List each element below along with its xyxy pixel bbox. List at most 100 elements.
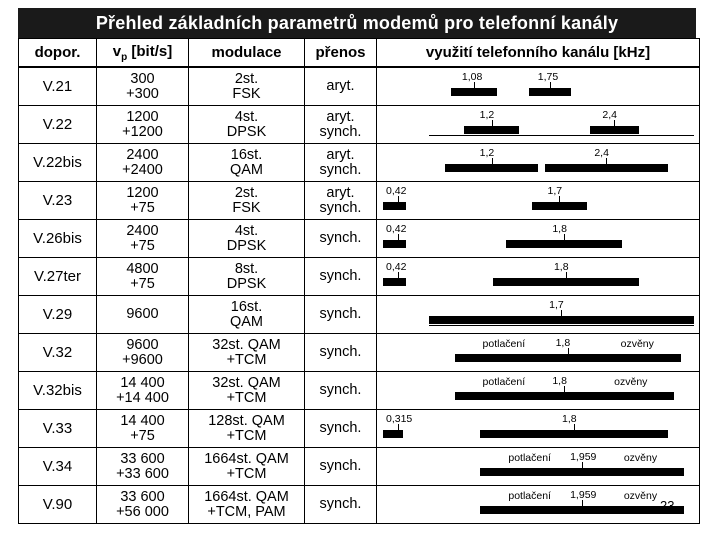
modulation-cell: 1664st. QAM +TCM <box>188 447 305 486</box>
frequency-tick <box>582 462 584 468</box>
table-row: V.22 1200 +1200 4st. DPSK aryt. synch. 1,2 2,4 <box>18 105 700 144</box>
frequency-tick <box>614 120 616 126</box>
modulation-cell: 1664st. QAM +TCM, PAM <box>188 485 305 524</box>
transmission-line-2: synch. <box>319 199 362 216</box>
recommendation-cell: V.32 <box>18 333 97 372</box>
channel-band-bar <box>451 88 497 96</box>
speed-line-1: 33 600 <box>120 488 165 505</box>
speed-line-1: 1200 <box>126 108 159 125</box>
modulation-line-2: +TCM, PAM <box>207 503 286 520</box>
speed-line-1: 14 400 <box>120 412 165 429</box>
modulation-line-1: 4st. <box>234 222 259 239</box>
header-speed-symbol: v <box>112 42 122 60</box>
channel-usage-cell: 1,8 potlačení ozvěny <box>376 333 700 372</box>
transmission-cell: aryt. <box>304 66 377 106</box>
transmission-cell: synch. <box>304 333 377 372</box>
recommendation-cell: V.21 <box>18 66 97 106</box>
frequency-tick <box>397 234 399 240</box>
modulation-line-1: 2st. <box>234 70 259 87</box>
modulation-cell: 16st. QAM <box>188 295 305 334</box>
frequency-label: 1,8 <box>553 261 569 273</box>
frequency-tick <box>549 82 551 88</box>
speed-line-1: 9600 <box>126 336 159 353</box>
speed-cell: 33 600 +56 000 <box>96 485 189 524</box>
transmission-cell: synch. <box>304 485 377 524</box>
header-recommendation: dopor. <box>18 38 97 68</box>
channel-band-bar <box>383 278 407 286</box>
frequency-tick <box>561 310 563 316</box>
transmission-line-1: synch. <box>319 496 362 512</box>
frequency-label: 1,8 <box>552 375 567 387</box>
header-modulation: modulace <box>188 38 305 68</box>
channel-usage-cell: 0,315 1,8 <box>376 409 700 448</box>
speed-line-2: +56 000 <box>116 503 169 520</box>
transmission-line-1: aryt. <box>326 108 355 125</box>
channel-band-bar <box>480 506 684 514</box>
recommendation-cell: V.27ter <box>18 257 97 296</box>
frequency-label: 0,42 <box>385 223 407 235</box>
channel-band-bar <box>454 354 681 362</box>
table-row: V.32 9600 +9600 32st. QAM +TCM synch. 1,8 potla… <box>18 333 700 372</box>
echo-cancel-label-right: ozvěny <box>623 490 658 502</box>
modulation-line-1: 16st. <box>230 298 263 315</box>
table-row: V.26bis 2400 +75 4st. DPSK synch. 0,42 1,8 <box>18 219 700 258</box>
channel-usage-cell: 1,959 potlačení ozvěny <box>376 485 700 524</box>
transmission-line-1: synch. <box>319 458 362 474</box>
modulation-line-1: 1664st. QAM <box>204 488 289 505</box>
speed-line-1: 300 <box>130 70 155 87</box>
header-transmission: přenos <box>304 38 377 68</box>
speed-line-2: +75 <box>130 275 155 292</box>
frequency-tick <box>491 120 493 126</box>
frequency-tick <box>397 424 399 430</box>
modulation-cell: 16st. QAM <box>188 143 305 182</box>
table-row: V.33 14 400 +75 128st. QAM +TCM synch. 0,315 1,… <box>18 409 700 448</box>
transmission-cell: aryt. synch. <box>304 143 377 182</box>
frequency-label: 0,42 <box>385 261 407 273</box>
echo-cancel-label-left: potlačení <box>508 490 551 502</box>
speed-line-1: 9600 <box>126 306 159 322</box>
transmission-line-1: synch. <box>319 268 362 284</box>
modulation-cell: 128st. QAM +TCM <box>188 409 305 448</box>
recommendation-cell: V.34 <box>18 447 97 486</box>
channel-band-bar <box>454 392 675 400</box>
transmission-line-1: aryt. <box>326 78 355 94</box>
transmission-line-2: synch. <box>319 123 362 140</box>
frequency-label: 2,4 <box>602 109 617 121</box>
recommendation-cell: V.90 <box>18 485 97 524</box>
frequency-label: 2,4 <box>594 147 609 159</box>
speed-line-1: 33 600 <box>120 450 165 467</box>
header-channel-usage: využití telefonního kanálu [kHz] <box>376 38 700 68</box>
modulation-line-2: DPSK <box>226 275 267 292</box>
speed-line-2: +14 400 <box>116 389 169 406</box>
modulation-line-2: +TCM <box>226 465 267 482</box>
speed-line-2: +75 <box>130 237 155 254</box>
modulation-line-2: QAM <box>229 161 264 178</box>
modem-parameters-table: dopor. vp [bit/s] modulace přenos využit… <box>18 38 700 524</box>
frequency-tick <box>397 272 399 278</box>
speed-cell: 33 600 +33 600 <box>96 447 189 486</box>
echo-cancel-label-right: ozvěny <box>620 338 654 350</box>
header-row: dopor. vp [bit/s] modulace přenos využit… <box>18 38 700 68</box>
header-speed-subscript: p <box>121 51 128 63</box>
channel-baseline <box>428 325 694 326</box>
frequency-label: 1,959 <box>570 451 597 463</box>
channel-usage-cell: 1,2 2,4 <box>376 143 700 182</box>
speed-line-2: +9600 <box>122 351 163 368</box>
channel-baseline <box>428 135 694 136</box>
speed-line-2: +75 <box>130 199 155 216</box>
speed-cell: 14 400 +75 <box>96 409 189 448</box>
speed-line-2: +75 <box>130 427 155 444</box>
modulation-line-1: 32st. QAM <box>212 336 281 353</box>
recommendation-cell: V.22 <box>18 105 97 144</box>
frequency-tick <box>567 348 569 354</box>
channel-band-bar <box>464 126 520 134</box>
frequency-tick <box>559 196 561 202</box>
modulation-line-1: 4st. <box>234 108 259 125</box>
transmission-line-1: aryt. <box>326 184 355 201</box>
table-row: V.23 1200 +75 2st. FSK aryt. synch. 0,42 1,7 <box>18 181 700 220</box>
modulation-line-2: DPSK <box>226 237 267 254</box>
transmission-cell: synch. <box>304 219 377 258</box>
modulation-cell: 4st. DPSK <box>188 105 305 144</box>
table-row: V.34 33 600 +33 600 1664st. QAM +TCM synch. 1,… <box>18 447 700 486</box>
frequency-label: 1,08 <box>461 71 483 83</box>
